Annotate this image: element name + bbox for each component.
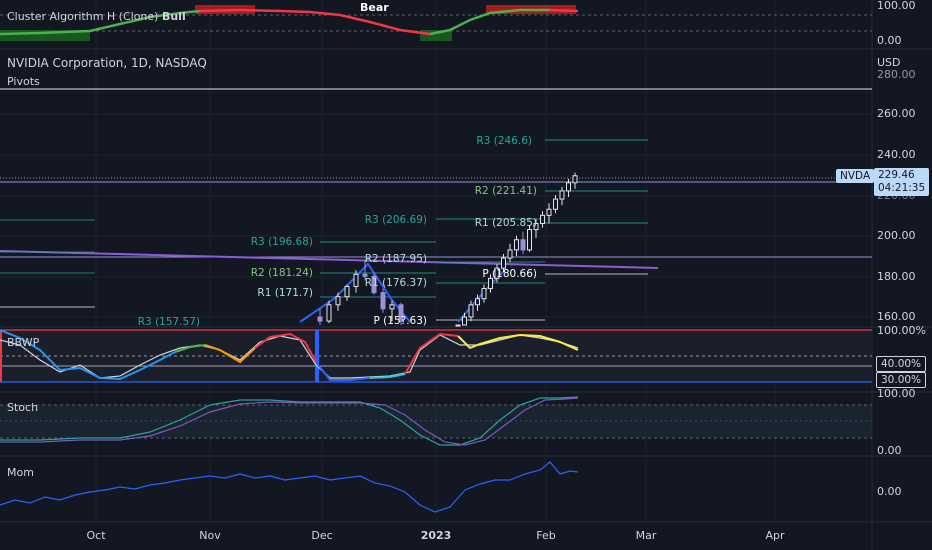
candle-body [455, 324, 461, 327]
candle-body [468, 304, 474, 318]
price-axis-tick: 180.00 [877, 270, 916, 283]
price-axis-tick: 200.00 [877, 229, 916, 242]
pivot-label: P (15?.63) [373, 315, 428, 327]
cluster-bull-label: Bull [161, 10, 186, 23]
candle-body [572, 175, 578, 184]
cluster-axis-tick: 100.00 [877, 0, 916, 12]
candle-body [494, 267, 500, 279]
time-axis-label: 2023 [420, 529, 452, 542]
pivot-label: R1 (171.7) [257, 287, 313, 299]
cluster-axis-tick: 0.00 [877, 34, 902, 47]
time-axis-label: Nov [199, 529, 221, 542]
vertical-grid [95, 0, 776, 522]
price-axis-tick: 260.00 [877, 107, 916, 120]
price-axis-tick: 160.00 [877, 310, 916, 323]
time-axis-label: Feb [536, 529, 556, 542]
candle-body [317, 316, 323, 322]
candle-body [520, 239, 526, 251]
candle-body [501, 257, 506, 269]
candle-body [540, 214, 545, 224]
cluster-indicator-title[interactable]: Cluster Algorithm H (Clone) Bull [7, 10, 186, 23]
mom-axis-tick: 0.00 [877, 485, 902, 498]
pivot-label: R3 (157.57) [137, 316, 200, 328]
stoch-axis-tick: 0.00 [877, 444, 902, 457]
pivot-label: R1 (205.85) [474, 217, 537, 229]
mom-pane [0, 461, 579, 513]
candle-body [371, 275, 377, 294]
bbwp-tag-40: 40.00% [876, 356, 927, 372]
cluster-bear-label: Bear [360, 1, 389, 14]
pivot-label: R2 (187.95) [364, 253, 427, 265]
mom-label[interactable]: Mom [7, 466, 34, 479]
candle-body [362, 273, 368, 277]
candle-body [462, 316, 467, 326]
candle-body [335, 296, 341, 306]
candle-body [566, 182, 571, 192]
candle-body [527, 229, 532, 251]
pivots-label[interactable]: Pivots [7, 75, 40, 88]
candle-body [553, 198, 558, 210]
time-axis-label: Dec [311, 529, 333, 542]
candle-body [353, 273, 359, 287]
candle-body [475, 298, 480, 306]
candle-body [507, 249, 513, 259]
candle-body [488, 277, 493, 290]
stoch-pane [0, 396, 872, 446]
symbol-title[interactable]: NVIDIA Corporation, 1D, NASDAQ [7, 56, 207, 70]
pivot-label: R2 (181.24) [250, 267, 313, 279]
candle-body [380, 292, 386, 310]
candle-body [481, 288, 487, 300]
time-axis-label: Mar [635, 529, 657, 542]
candle-body [389, 304, 395, 310]
currency-label: USD [877, 56, 901, 69]
horizontal-grid [0, 113, 872, 318]
bbwp-label[interactable]: BBWP [7, 336, 40, 349]
stoch-axis-tick: 100.00 [877, 387, 916, 400]
candle-body [326, 304, 332, 322]
pivot-label: R1 (176.37) [364, 277, 427, 289]
candle-body [344, 286, 350, 298]
candle-body [559, 190, 565, 200]
candle-body [514, 239, 519, 251]
last-price-value: 229.46 [878, 169, 915, 181]
price-axis-tick: 280.00 [877, 68, 916, 81]
candles [317, 172, 578, 327]
pivot-label: R2 (221.41) [474, 185, 537, 197]
bbwp-axis-top: 100.00% [877, 324, 926, 337]
pivot-label: R3 (196.68) [250, 236, 313, 248]
pivot-label: R3 (246.6) [476, 135, 532, 147]
cluster-pane [0, 5, 872, 41]
candle-body [533, 222, 539, 231]
pivot-label: R3 (206.69) [364, 214, 427, 226]
candle-body [546, 208, 552, 216]
candle-body [398, 304, 404, 322]
bar-countdown: 04:21:35 [878, 182, 926, 194]
cluster-title: Cluster Algorithm H (Clone) [7, 10, 159, 23]
time-axis-label: Apr [765, 529, 785, 542]
bbwp-tag-30: 30.00% [876, 372, 927, 388]
stoch-label[interactable]: Stoch [7, 401, 39, 414]
bbwp-pane [0, 329, 872, 383]
pivot-label: P (180.66) [482, 268, 537, 280]
ticker-tag[interactable]: NVDA [836, 169, 875, 183]
time-axis-label: Oct [86, 529, 106, 542]
last-price-tag[interactable]: 229.46 04:21:35 [874, 168, 930, 196]
price-axis-tick: 240.00 [877, 148, 916, 161]
